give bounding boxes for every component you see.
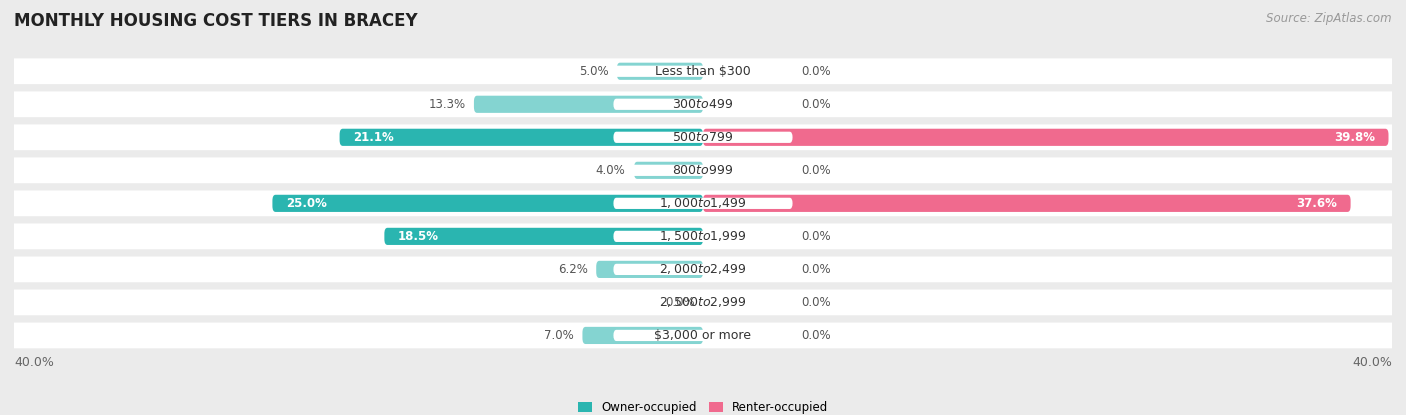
Text: 7.0%: 7.0% xyxy=(544,329,574,342)
Text: 13.3%: 13.3% xyxy=(429,98,465,111)
FancyBboxPatch shape xyxy=(613,99,793,110)
FancyBboxPatch shape xyxy=(340,129,703,146)
Text: 40.0%: 40.0% xyxy=(1353,356,1392,369)
FancyBboxPatch shape xyxy=(617,63,703,80)
FancyBboxPatch shape xyxy=(6,190,1400,216)
FancyBboxPatch shape xyxy=(703,129,1389,146)
FancyBboxPatch shape xyxy=(6,322,1400,348)
FancyBboxPatch shape xyxy=(273,195,703,212)
Text: 21.1%: 21.1% xyxy=(353,131,394,144)
Text: $3,000 or more: $3,000 or more xyxy=(655,329,751,342)
Text: 4.0%: 4.0% xyxy=(596,164,626,177)
FancyBboxPatch shape xyxy=(474,96,703,113)
FancyBboxPatch shape xyxy=(6,124,1400,150)
FancyBboxPatch shape xyxy=(613,66,793,77)
FancyBboxPatch shape xyxy=(6,157,1400,183)
FancyBboxPatch shape xyxy=(613,330,793,341)
Text: $1,500 to $1,999: $1,500 to $1,999 xyxy=(659,229,747,243)
Text: $2,500 to $2,999: $2,500 to $2,999 xyxy=(659,295,747,310)
Text: 0.0%: 0.0% xyxy=(801,98,831,111)
FancyBboxPatch shape xyxy=(596,261,703,278)
FancyBboxPatch shape xyxy=(613,198,793,209)
Text: Source: ZipAtlas.com: Source: ZipAtlas.com xyxy=(1267,12,1392,25)
Text: 0.0%: 0.0% xyxy=(801,296,831,309)
Text: 39.8%: 39.8% xyxy=(1334,131,1375,144)
Text: 0.0%: 0.0% xyxy=(801,329,831,342)
FancyBboxPatch shape xyxy=(634,162,703,179)
Text: 6.2%: 6.2% xyxy=(558,263,588,276)
Text: $1,000 to $1,499: $1,000 to $1,499 xyxy=(659,196,747,210)
FancyBboxPatch shape xyxy=(6,290,1400,315)
FancyBboxPatch shape xyxy=(613,132,793,143)
Text: 37.6%: 37.6% xyxy=(1296,197,1337,210)
FancyBboxPatch shape xyxy=(613,165,793,176)
Legend: Owner-occupied, Renter-occupied: Owner-occupied, Renter-occupied xyxy=(572,396,834,415)
FancyBboxPatch shape xyxy=(6,59,1400,84)
Text: 5.0%: 5.0% xyxy=(579,65,609,78)
Text: $300 to $499: $300 to $499 xyxy=(672,98,734,111)
FancyBboxPatch shape xyxy=(613,297,793,308)
Text: 0.0%: 0.0% xyxy=(801,164,831,177)
FancyBboxPatch shape xyxy=(384,228,703,245)
Text: 18.5%: 18.5% xyxy=(398,230,439,243)
FancyBboxPatch shape xyxy=(613,231,793,242)
FancyBboxPatch shape xyxy=(582,327,703,344)
FancyBboxPatch shape xyxy=(6,91,1400,117)
FancyBboxPatch shape xyxy=(6,224,1400,249)
Text: 0.0%: 0.0% xyxy=(801,263,831,276)
Text: $500 to $799: $500 to $799 xyxy=(672,131,734,144)
FancyBboxPatch shape xyxy=(703,195,1351,212)
Text: MONTHLY HOUSING COST TIERS IN BRACEY: MONTHLY HOUSING COST TIERS IN BRACEY xyxy=(14,12,418,30)
Text: 0.0%: 0.0% xyxy=(801,65,831,78)
Text: $2,000 to $2,499: $2,000 to $2,499 xyxy=(659,262,747,276)
Text: 25.0%: 25.0% xyxy=(287,197,328,210)
FancyBboxPatch shape xyxy=(613,264,793,275)
Text: $800 to $999: $800 to $999 xyxy=(672,164,734,177)
Text: 0.0%: 0.0% xyxy=(665,296,695,309)
Text: 40.0%: 40.0% xyxy=(14,356,53,369)
Text: 0.0%: 0.0% xyxy=(801,230,831,243)
Text: Less than $300: Less than $300 xyxy=(655,65,751,78)
FancyBboxPatch shape xyxy=(6,256,1400,282)
